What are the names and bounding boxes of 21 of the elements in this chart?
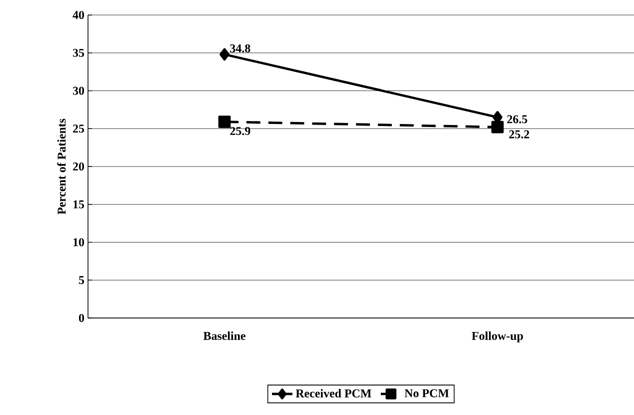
y-tick-label: 20 (73, 162, 84, 171)
legend-label: Received PCM (296, 389, 372, 398)
y-tick-label: 5 (78, 276, 84, 284)
y-axis-title: Percent of Patients (57, 118, 66, 214)
data-label: 34.8 (230, 44, 250, 52)
point (491, 120, 504, 134)
x-tick-label: Baseline (203, 332, 246, 340)
data-label: 25.2 (509, 130, 530, 138)
y-tick-label: 15 (73, 200, 84, 208)
x-tick-label: Follow-up (472, 332, 523, 342)
legend-label: No PCM (404, 389, 449, 398)
y-tick-label: 35 (72, 48, 84, 57)
point (218, 116, 231, 128)
data-label: 26.5 (507, 115, 528, 124)
y-tick-label: 40 (72, 10, 84, 20)
y-tick-label: 25 (73, 124, 84, 133)
y-tick-label: 0 (78, 314, 84, 322)
point (220, 48, 230, 61)
y-tick-label: 10 (73, 238, 84, 246)
data-label: 25.9 (230, 127, 250, 136)
y-tick-label: 30 (72, 86, 84, 95)
